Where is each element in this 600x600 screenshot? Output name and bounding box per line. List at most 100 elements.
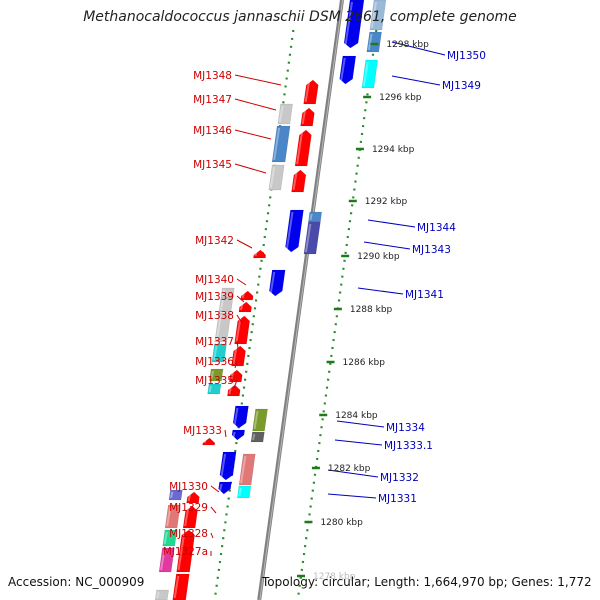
gene-box — [303, 221, 321, 255]
gene-label-left: MJ1338 — [195, 310, 234, 322]
gene-box — [277, 103, 293, 125]
gene-box-highlight — [215, 314, 222, 341]
gene-box — [231, 345, 246, 367]
gene-box — [162, 529, 178, 547]
gene-box — [209, 368, 224, 382]
gene-box-highlight — [370, 1, 377, 29]
gene-leader-left — [236, 239, 253, 249]
gene-box — [186, 491, 200, 504]
gene-label-right: MJ1332 — [380, 472, 419, 484]
gene-box — [182, 505, 198, 529]
genome-backbone — [257, 0, 344, 600]
gene-label-left: MJ1327a — [163, 546, 208, 558]
gene-box-highlight — [269, 166, 276, 189]
accession-text: Accession: NC_000909 — [8, 575, 145, 589]
gene-box — [361, 59, 378, 89]
gene-leader-right — [363, 241, 411, 250]
gene-box — [219, 451, 237, 481]
gene-box — [366, 31, 382, 53]
gene-box-highlight — [187, 493, 192, 502]
gene-box-highlight — [232, 431, 236, 439]
gene-box-highlight — [166, 506, 172, 527]
gene-box — [291, 169, 307, 193]
gene-leader-left — [234, 163, 267, 174]
gene-box-highlight — [232, 347, 238, 365]
gene-box-highlight — [177, 531, 186, 571]
gene-box-highlight — [252, 433, 256, 441]
gene-leader-left — [236, 340, 239, 349]
gene-box-highlight — [230, 371, 234, 381]
gene-leader-left — [234, 129, 272, 140]
genome-title: Methanocaldococcus jannaschii DSM 2661, … — [83, 9, 517, 25]
gene-label-left: MJ1342 — [195, 235, 234, 247]
scale-label: 1280 kbp — [320, 518, 363, 528]
gene-box-highlight — [173, 575, 180, 599]
gene-leader-right — [391, 41, 446, 56]
gene-box — [238, 453, 256, 486]
gene-box-highlight — [239, 303, 244, 311]
gene-box-highlight — [163, 531, 168, 545]
gene-label-left: MJ1340 — [195, 274, 234, 286]
gene-leader-right — [367, 219, 416, 228]
scale-label: 1294 kbp — [372, 145, 415, 155]
gene-box-highlight — [170, 491, 174, 499]
gene-box-highlight — [367, 33, 373, 51]
gene-label-right: MJ1341 — [405, 289, 444, 301]
scale-label: 1278 kbp — [313, 572, 356, 582]
gene-box — [232, 405, 249, 429]
gene-box-highlight — [241, 292, 245, 299]
gene-box-highlight — [219, 299, 224, 311]
gene-leader-right — [327, 469, 379, 478]
gene-label-left: MJ1348 — [193, 70, 232, 82]
gene-box-highlight — [285, 211, 294, 251]
gene-label-left: MJ1347 — [193, 94, 232, 106]
gene-box — [227, 384, 241, 397]
gene-box-highlight — [213, 345, 218, 361]
gene-box-highlight — [253, 410, 259, 430]
gene-label-left: MJ1339 — [195, 291, 234, 303]
gene-leader-left — [234, 74, 282, 86]
scale-label: 1290 kbp — [357, 252, 400, 262]
gene-box-highlight — [301, 109, 307, 125]
gene-box-highlight — [238, 487, 242, 497]
gene-box — [202, 437, 216, 446]
gene-box — [268, 164, 285, 191]
gene-box-highlight — [304, 223, 312, 253]
gene-box-highlight — [184, 507, 190, 527]
gene-box-highlight — [273, 127, 281, 161]
scale-label: 1298 kbp — [386, 40, 429, 50]
gene-box — [369, 0, 387, 31]
gene-label-left: MJ1328 — [169, 528, 208, 540]
gene-leader-right — [327, 493, 377, 499]
gene-leader-left — [224, 429, 227, 438]
gene-leader-left — [234, 360, 238, 369]
gene-box-highlight — [339, 57, 346, 83]
gene-leader-left — [234, 98, 277, 111]
gene-box-highlight — [208, 385, 212, 393]
gene-box-highlight — [254, 251, 258, 257]
gene-box — [303, 79, 319, 105]
scale-label: 1296 kbp — [379, 93, 422, 103]
gene-box — [211, 343, 227, 363]
gene-label-right: MJ1350 — [447, 50, 486, 62]
gene-label-left: MJ1335 — [195, 375, 234, 387]
gene-box-highlight — [235, 317, 242, 343]
gene-leader-left — [210, 485, 220, 493]
gene-box — [168, 489, 183, 501]
gene-label-left: MJ1337 — [195, 336, 234, 348]
gene-box — [231, 429, 245, 441]
gene-leader-left — [210, 532, 214, 539]
gene-box — [339, 55, 357, 85]
gene-label-left: MJ1330 — [169, 481, 208, 493]
scale-label: 1284 kbp — [335, 411, 378, 421]
gene-box-highlight — [309, 213, 313, 221]
genome-summary-text: Topology: circular; Length: 1,664,970 bp… — [262, 575, 592, 589]
gene-box — [172, 573, 190, 600]
gene-label-right: MJ1349 — [442, 80, 481, 92]
gene-box — [343, 0, 365, 49]
gene-label-left: MJ1336 — [195, 356, 234, 368]
gene-box-highlight — [210, 370, 215, 380]
gene-box-highlight — [220, 453, 227, 479]
gene-box-highlight — [233, 407, 239, 427]
